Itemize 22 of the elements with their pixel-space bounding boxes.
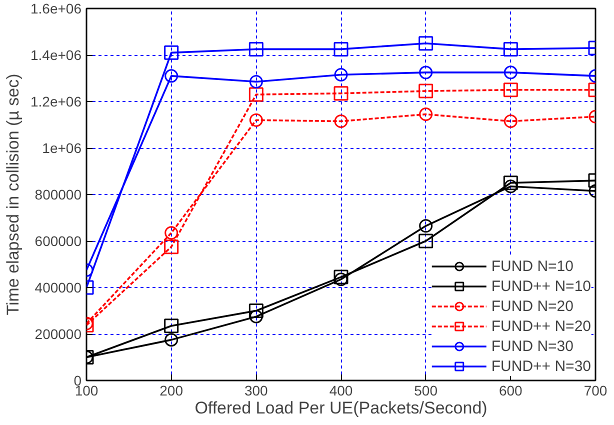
- x-tick-label: 600: [498, 382, 523, 398]
- legend-label: FUND N=20: [491, 298, 574, 314]
- y-tick-label: 400000: [34, 280, 82, 296]
- x-tick-label: 400: [329, 382, 353, 398]
- legend-label: FUND++ N=10: [491, 278, 591, 294]
- x-tick-label: 300: [244, 382, 268, 398]
- x-tick-label: 700: [584, 382, 608, 398]
- x-axis-title: Offered Load Per UE(Packets/Second): [194, 398, 488, 418]
- y-tick-label: 800000: [34, 186, 82, 202]
- y-tick-label: 1.2e+06: [30, 94, 82, 110]
- y-tick-label: 1.4e+06: [30, 47, 82, 63]
- y-axis-title: Time elapsed in collision (µ sec): [4, 74, 23, 316]
- legend-label: FUND N=10: [491, 258, 574, 274]
- x-tick-label: 200: [160, 382, 184, 398]
- legend-label: FUND N=30: [491, 338, 574, 354]
- legend-label: FUND++ N=30: [491, 358, 591, 374]
- y-tick-label: 1.6e+06: [30, 0, 82, 16]
- y-tick-label: 200000: [34, 326, 82, 342]
- x-tick-label: 500: [414, 382, 438, 398]
- y-tick-label: 600000: [34, 233, 82, 249]
- legend-label: FUND++ N=20: [491, 318, 591, 334]
- y-tick-label: 1e+06: [42, 140, 82, 156]
